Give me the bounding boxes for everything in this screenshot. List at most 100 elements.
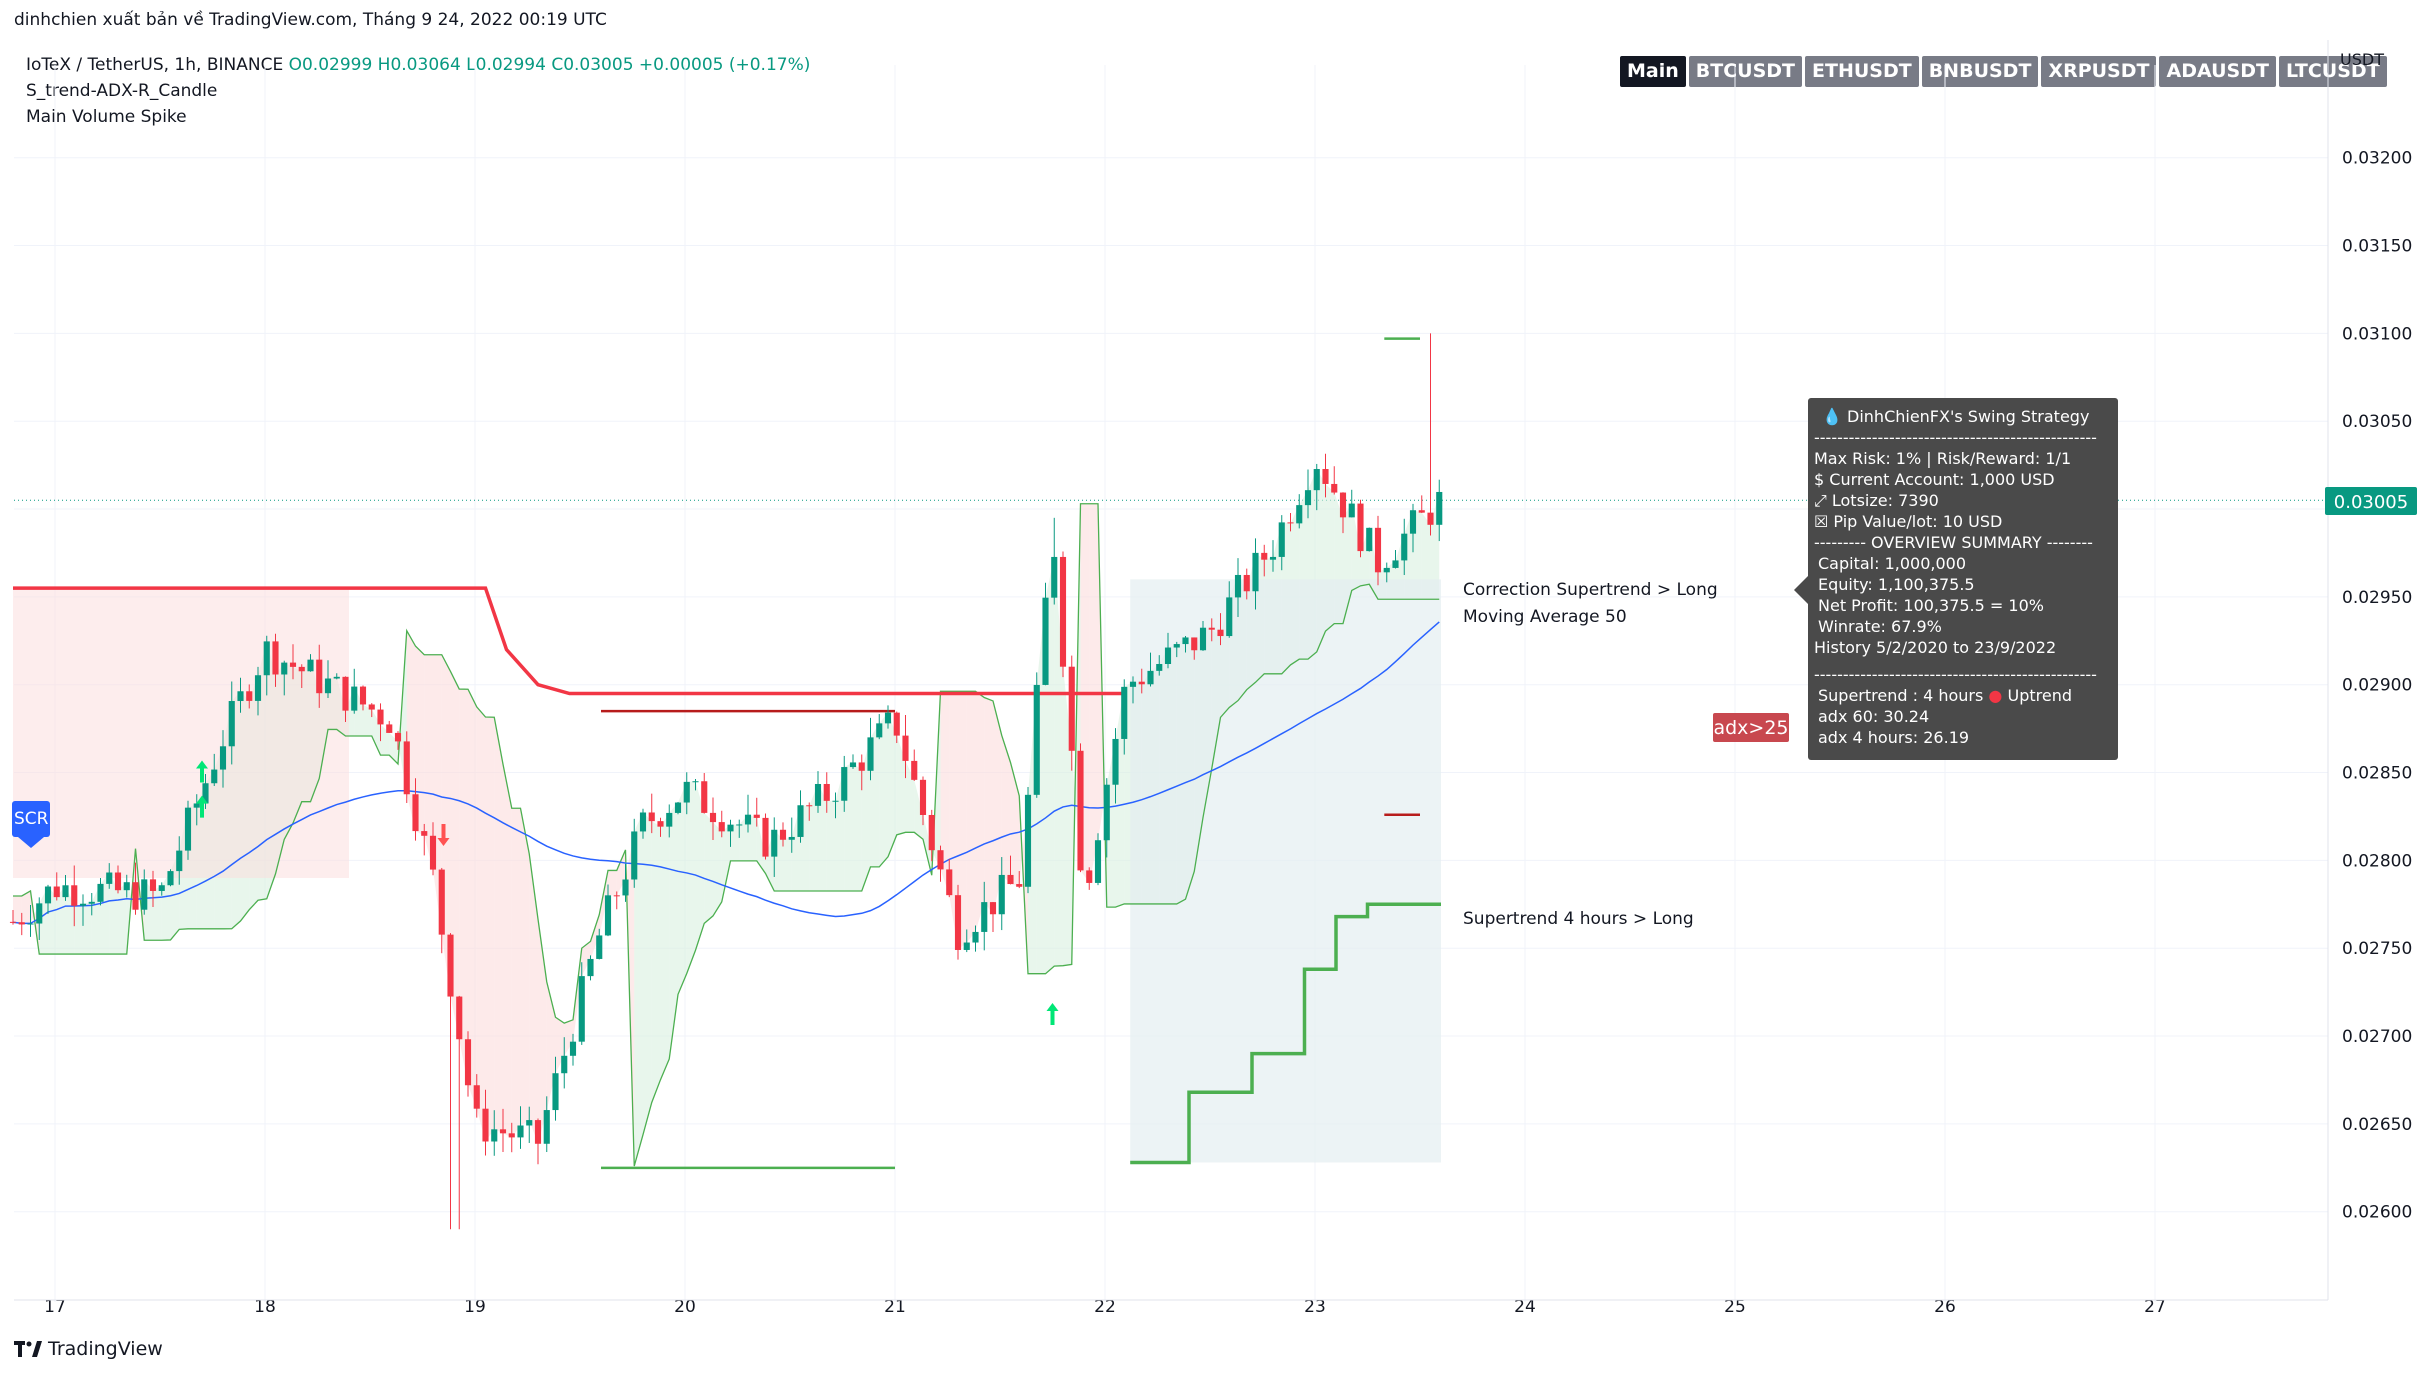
candle-body (534, 1120, 542, 1144)
candle-body (456, 996, 463, 1040)
candle-body (578, 976, 585, 1042)
info-supertrend: Supertrend : 4 hours ● Uptrend (1818, 686, 2072, 705)
candle-body (569, 1041, 577, 1056)
candle-body (1418, 510, 1425, 513)
candle-body (692, 781, 699, 783)
candle-body (1243, 574, 1250, 592)
candle-body (1252, 552, 1259, 592)
info-overview: --------- OVERVIEW SUMMARY -------- (1814, 533, 2093, 552)
candle-body (254, 675, 262, 701)
correction-fill-segment (923, 814, 932, 876)
adx-badge: adx>25 (1713, 717, 1788, 739)
tab-ltcusdt[interactable]: LTCUSDT (2278, 56, 2387, 87)
info-history: History 5/2/2020 to 23/9/2022 (1814, 638, 2057, 657)
last-price-badge: 0.03005 (2334, 492, 2408, 513)
candle-body (1436, 491, 1443, 525)
legend-symbol[interactable]: IoTeX / TetherUS, 1h, BINANCE (26, 55, 284, 75)
candle-body (718, 822, 725, 832)
correction-fill-segment (853, 762, 862, 892)
candle-body (1217, 629, 1224, 637)
tab-bnbusdt[interactable]: BNBUSDT (1921, 56, 2039, 87)
symbol-tabs: Main BTCUSDT ETHUSDT BNBUSDT XRPUSDT ADA… (1620, 56, 2387, 87)
correction-fill-segment (83, 901, 92, 955)
tab-main[interactable]: Main (1620, 56, 1686, 87)
candle-body (394, 732, 402, 742)
candle-body (946, 869, 953, 896)
correction-fill-segment (153, 885, 162, 941)
candle-body (324, 678, 332, 694)
info-risk: Max Risk: 1% | Risk/Reward: 1/1 (1814, 449, 2072, 468)
legend-ohlc: O0.02999 H0.03064 L0.02994 C0.03005 +0.0… (288, 55, 811, 75)
correction-fill-segment (826, 800, 836, 892)
legend-indicator-strend[interactable]: S_trend-ADX-R_Candle (26, 81, 218, 101)
candle-body (631, 831, 638, 880)
legend-symbol-row: IoTeX / TetherUS, 1h, BINANCE O0.02999 H… (26, 52, 810, 78)
candle-body (1401, 533, 1408, 561)
correction-fill-segment (739, 814, 748, 861)
candle-body (1322, 469, 1329, 484)
candle-body (114, 872, 122, 891)
candle-body (648, 812, 655, 822)
correction-fill-segment (721, 824, 731, 902)
tradingview-logo[interactable]: TradingView (14, 1338, 163, 1360)
correction-fill-segment (713, 822, 722, 916)
candle-body (806, 805, 813, 807)
candle-body (132, 882, 139, 910)
candle-body (1331, 483, 1338, 493)
candle-body (1138, 681, 1145, 685)
candle-body (237, 691, 244, 702)
tab-btcusdt[interactable]: BTCUSDT (1688, 56, 1803, 87)
candle-body (867, 737, 874, 771)
candle-body (272, 641, 279, 675)
candle-body (1348, 503, 1355, 518)
correction-fill-segment (651, 821, 661, 1103)
correction-fill-segment (704, 812, 713, 924)
candle-body (491, 1129, 498, 1142)
correction-fill-segment (415, 646, 425, 836)
candle-body (981, 902, 988, 932)
candle-body (814, 783, 822, 806)
chart-axes: 0.02600 0.02650 0.02700 0.02750 0.02800 0.028… (14, 40, 2412, 1317)
tradingview-logo-text: TradingView (48, 1338, 163, 1360)
candle-body (674, 802, 682, 813)
candle-body (79, 903, 87, 906)
candle-body (97, 883, 104, 902)
candle-body (1339, 492, 1347, 518)
correction-fill-segment (914, 779, 923, 840)
candle-body (989, 902, 997, 915)
candle-body (18, 922, 25, 925)
candle-body (421, 831, 428, 836)
tab-ethusdt[interactable]: ETHUSDT (1805, 56, 1919, 87)
legend-indicator-volume[interactable]: Main Volume Spike (26, 107, 187, 127)
candle-body (1173, 644, 1180, 648)
candle-body (753, 814, 760, 818)
candle-body (587, 958, 594, 977)
y-tick-label: 0.02950 (2342, 588, 2412, 608)
x-tick-label: 17 (44, 1297, 66, 1317)
buy-arrow-icon (196, 760, 208, 783)
candle-body (1007, 874, 1014, 885)
candle-body (1086, 870, 1093, 883)
candle-body (709, 812, 717, 823)
candle-body (359, 686, 367, 705)
candle-body (1287, 522, 1294, 524)
candle-body (316, 659, 323, 694)
tab-adausdt[interactable]: ADAUSDT (2159, 56, 2276, 87)
candle-body (1278, 522, 1285, 557)
label-supertrend-4h: Supertrend 4 hours > Long (1463, 909, 1694, 929)
candle-body (106, 872, 113, 884)
candle-body (762, 817, 769, 857)
candle-body (429, 835, 437, 870)
candle-body (412, 794, 419, 832)
candle-body (832, 800, 839, 802)
tab-xrpusdt[interactable]: XRPUSDT (2041, 56, 2157, 87)
y-tick-label: 0.02850 (2342, 764, 2412, 784)
candle-body (779, 829, 787, 840)
y-tick-label: 0.02800 (2342, 851, 2412, 871)
y-tick-label: 0.02750 (2342, 939, 2412, 959)
correction-fill-segment (756, 817, 766, 874)
correction-fill-segment (529, 853, 538, 1144)
chart-legend: IoTeX / TetherUS, 1h, BINANCE O0.02999 H… (26, 52, 810, 130)
candle-body (9, 921, 17, 923)
